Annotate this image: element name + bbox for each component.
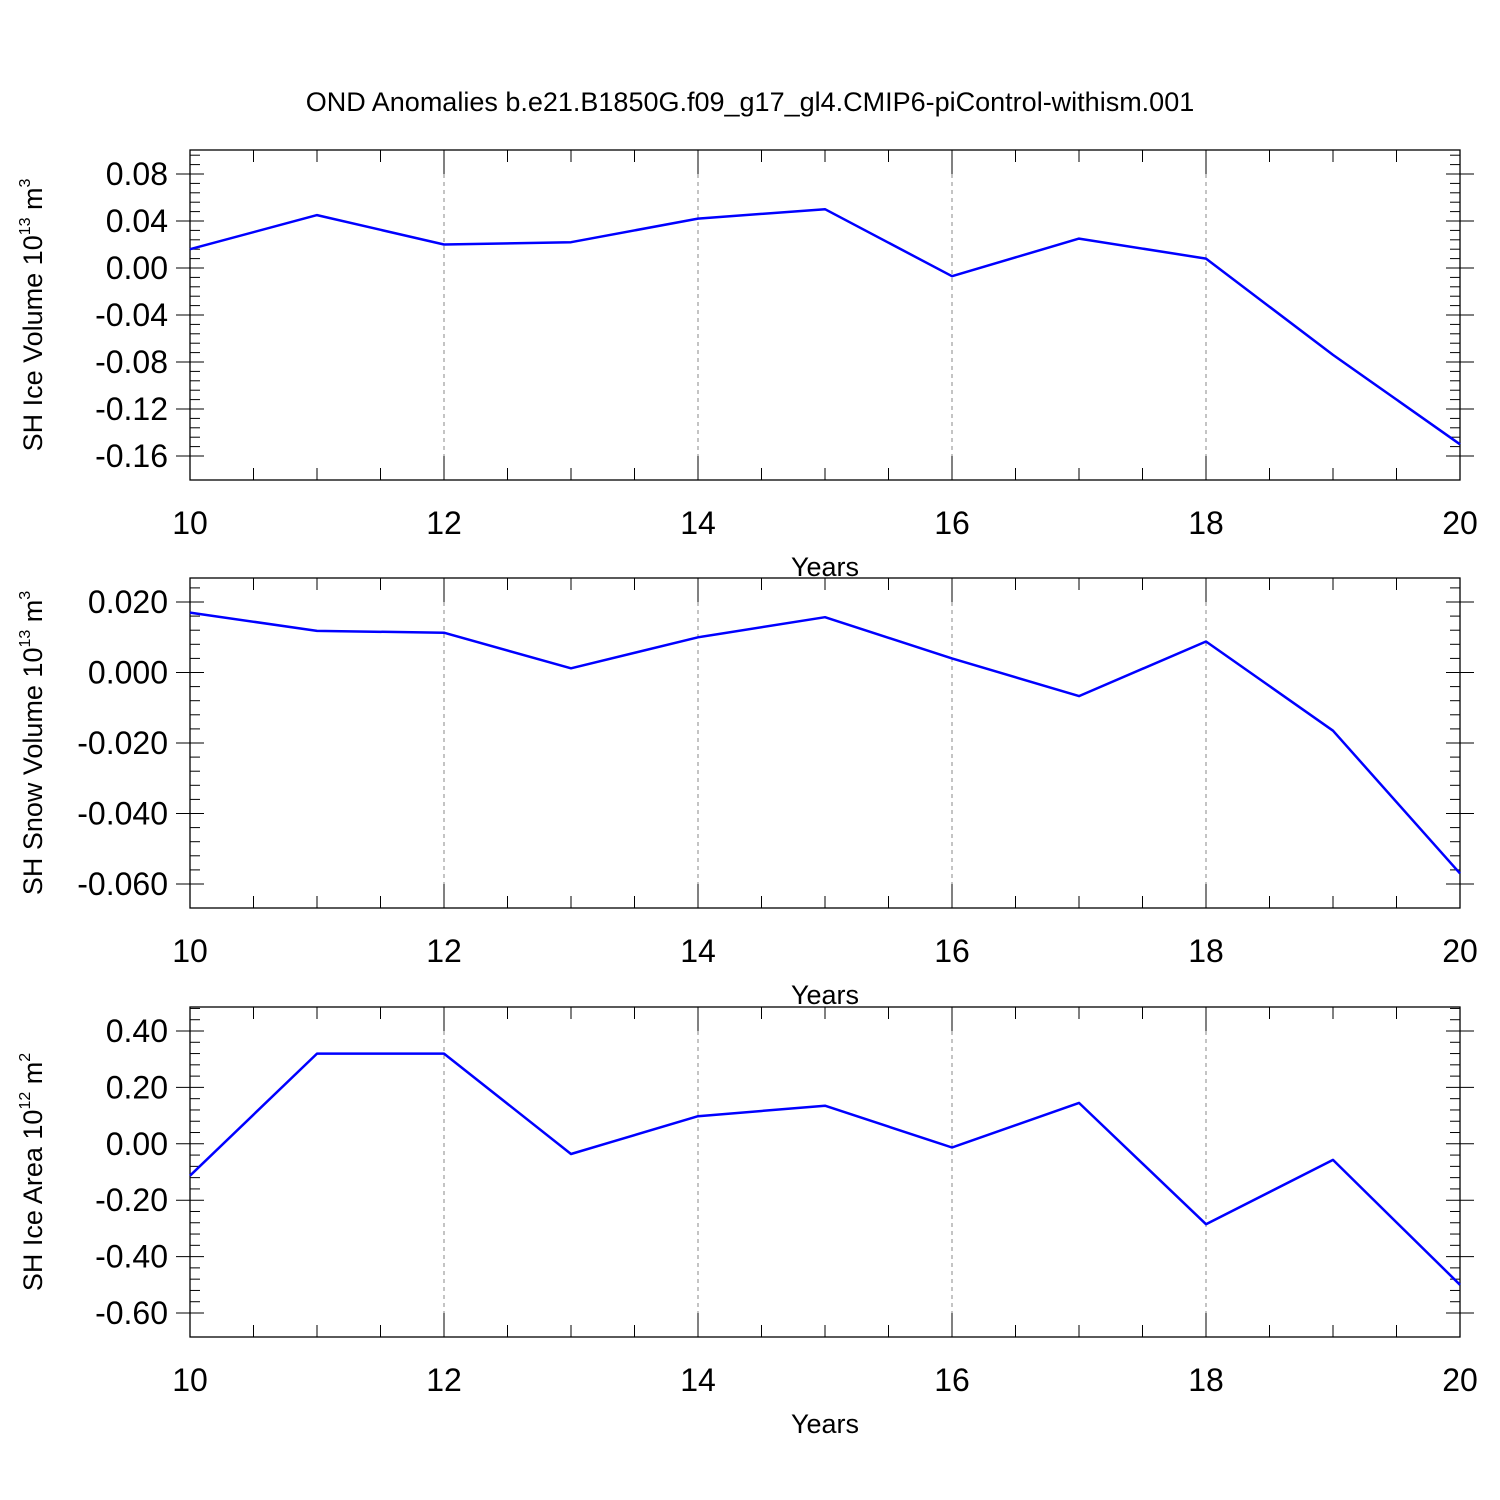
y-tick-label: -0.60 — [95, 1295, 168, 1331]
x-tick-label: 18 — [1188, 933, 1224, 969]
x-tick-label: 14 — [680, 933, 716, 969]
x-tick-label: 12 — [426, 1362, 462, 1398]
x-tick-label: 12 — [426, 505, 462, 541]
y-tick-label: -0.20 — [95, 1182, 168, 1218]
y-tick-label: 0.000 — [88, 655, 168, 691]
x-tick-label: 20 — [1442, 505, 1478, 541]
x-axis-label: Years — [791, 980, 859, 1010]
y-tick-label: -0.04 — [95, 297, 168, 333]
x-axis-label: Years — [791, 1409, 859, 1439]
y-tick-label: 0.020 — [88, 584, 168, 620]
y-axis-label: SH Ice Area 1012 m2 — [17, 1053, 48, 1291]
x-tick-label: 14 — [680, 1362, 716, 1398]
x-tick-label: 16 — [934, 505, 970, 541]
x-tick-label: 18 — [1188, 1362, 1224, 1398]
plot-frame — [189, 577, 1461, 909]
y-tick-label: 0.40 — [106, 1013, 168, 1049]
plot-frame — [189, 149, 1461, 481]
x-tick-label: 10 — [172, 1362, 208, 1398]
x-tick-label: 20 — [1442, 933, 1478, 969]
y-tick-label: 0.08 — [106, 156, 168, 192]
y-tick-label: -0.020 — [77, 725, 168, 761]
y-tick-label: 0.20 — [106, 1069, 168, 1105]
y-tick-label: 0.04 — [106, 203, 168, 239]
series-line — [189, 207, 1461, 446]
x-tick-label: 18 — [1188, 505, 1224, 541]
x-tick-label: 10 — [172, 505, 208, 541]
y-tick-label: -0.40 — [95, 1239, 168, 1275]
plot-frame — [189, 1006, 1461, 1338]
y-tick-label: -0.040 — [77, 796, 168, 832]
y-axis-label: SH Snow Volume 1013 m3 — [17, 591, 48, 895]
y-tick-label: -0.060 — [77, 866, 168, 902]
x-axis-label: Years — [791, 552, 859, 582]
x-tick-label: 12 — [426, 933, 462, 969]
y-tick-label: -0.16 — [95, 438, 168, 474]
y-tick-label: 0.00 — [106, 250, 168, 286]
y-axis-label: SH Ice Volume 1013 m3 — [17, 178, 48, 451]
y-tick-label: -0.08 — [95, 344, 168, 380]
x-tick-label: 10 — [172, 933, 208, 969]
x-tick-label: 14 — [680, 505, 716, 541]
x-tick-label: 16 — [934, 933, 970, 969]
series-line — [189, 1052, 1461, 1286]
x-tick-label: 20 — [1442, 1362, 1478, 1398]
y-tick-label: 0.00 — [106, 1126, 168, 1162]
x-tick-label: 16 — [934, 1362, 970, 1398]
y-tick-label: -0.12 — [95, 391, 168, 427]
figure-title: OND Anomalies b.e21.B1850G.f09_g17_gl4.C… — [306, 87, 1194, 117]
series-line — [189, 611, 1461, 875]
